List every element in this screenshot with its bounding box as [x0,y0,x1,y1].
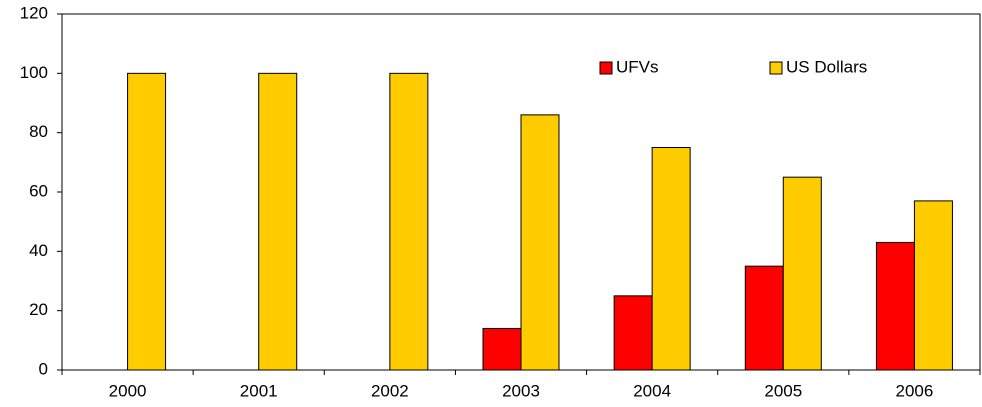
y-tick-label: 20 [29,300,48,319]
legend-swatch [599,61,613,75]
x-tick-label: 2004 [633,381,671,400]
y-tick-label: 100 [20,63,48,82]
bar [127,72,167,371]
y-tick-label: 40 [29,241,48,260]
bar [482,327,522,371]
bar [389,72,429,371]
bar [651,147,691,371]
x-tick-label: 2003 [502,381,540,400]
legend-label: US Dollars [786,57,867,76]
x-tick-label: 2006 [896,381,934,400]
bar [520,114,560,371]
bar [258,72,298,371]
bar [913,200,953,371]
legend-label: UFVs [616,57,659,76]
x-tick-label: 2005 [764,381,802,400]
legend-swatch [769,61,783,75]
bar [875,241,915,371]
y-tick-label: 0 [39,359,48,378]
bar [782,176,822,371]
y-tick-label: 80 [29,122,48,141]
y-tick-label: 60 [29,181,48,200]
x-tick-label: 2001 [240,381,278,400]
x-tick-label: 2000 [109,381,147,400]
y-tick-label: 120 [20,3,48,22]
bar [613,295,653,371]
x-tick-label: 2002 [371,381,409,400]
bar [744,265,784,371]
